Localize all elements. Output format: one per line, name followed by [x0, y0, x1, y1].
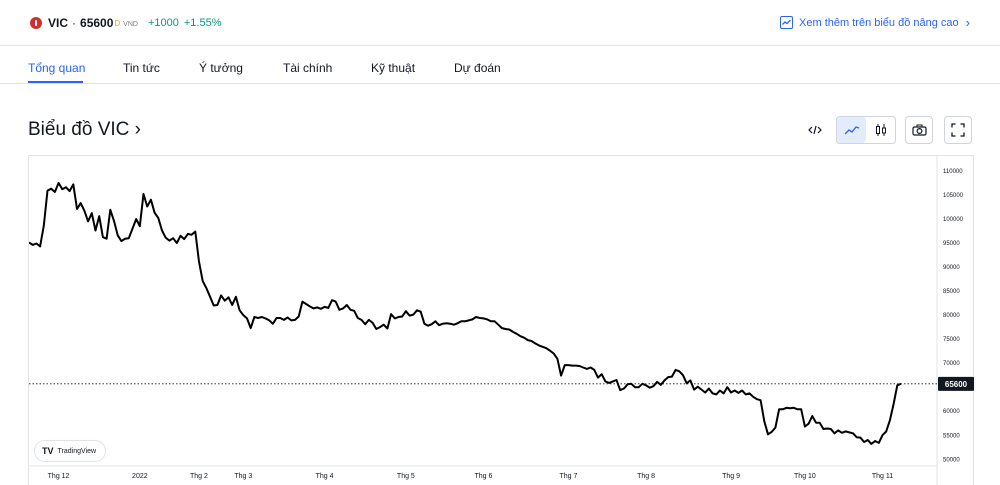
- y-tick-label: 75000: [943, 337, 960, 343]
- y-tick-label: 85000: [943, 289, 960, 295]
- x-tick-label: 2022: [132, 473, 148, 480]
- active-tab-indicator: [28, 81, 83, 83]
- last-price-label: 65600: [945, 380, 968, 389]
- line-chart-icon[interactable]: [837, 117, 866, 143]
- camera-icon[interactable]: [905, 116, 933, 144]
- x-tick-label: Thg 9: [722, 473, 740, 480]
- x-tick-label: Thg 2: [190, 473, 208, 480]
- fullscreen-icon[interactable]: [944, 116, 972, 144]
- chevron-right-icon: ›: [965, 15, 970, 30]
- last-price: 65600: [80, 16, 114, 30]
- x-tick-label: Thg 4: [316, 473, 334, 480]
- tradingview-logo-icon: TV: [42, 446, 54, 456]
- advanced-chart-icon: [780, 16, 794, 29]
- ticker-summary: VIC · 65600 D VND +1000 +1.55%: [30, 16, 221, 30]
- symbol-tabs: Tổng quan Tin tức Ý tưởng Tài chính Kỹ t…: [0, 47, 1000, 84]
- y-tick-label: 50000: [943, 457, 960, 463]
- embed-code-icon[interactable]: [801, 116, 829, 144]
- currency-code: VND: [123, 21, 138, 28]
- x-tick-label: Thg 6: [475, 473, 493, 480]
- candlestick-icon[interactable]: [866, 117, 895, 143]
- price-line-series: [28, 181, 902, 445]
- currency-mark: D: [114, 18, 121, 28]
- symbol-separator: ·: [72, 16, 77, 30]
- x-tick-label: Thg 11: [872, 473, 893, 480]
- price-chart[interactable]: 110000 105000 100000 95000 90000 85000 80000 75…: [28, 155, 974, 485]
- symbol-name[interactable]: VIC: [48, 16, 69, 30]
- tab-technicals[interactable]: Kỹ thuật: [371, 61, 416, 75]
- tab-news[interactable]: Tin tức: [123, 61, 160, 75]
- symbol-header: VIC · 65600 D VND +1000 +1.55% Xem thêm …: [0, 0, 1000, 46]
- advanced-chart-link[interactable]: Xem thêm trên biểu đồ nâng cao ›: [780, 16, 970, 29]
- x-tick-label: Thg 8: [637, 473, 655, 480]
- tradingview-badge-label: TradingView: [57, 447, 97, 455]
- tab-ideas[interactable]: Ý tưởng: [199, 61, 243, 75]
- price-chart-canvas[interactable]: 110000 105000 100000 95000 90000 85000 80000 75…: [28, 156, 975, 485]
- y-tick-label: 110000: [943, 169, 963, 175]
- y-tick-label: 70000: [943, 361, 960, 367]
- tab-forecast[interactable]: Dự đoán: [454, 61, 501, 75]
- y-tick-label: 90000: [943, 265, 960, 271]
- y-tick-label: 60000: [943, 409, 960, 415]
- x-tick-label: Thg 5: [397, 473, 415, 480]
- last-price-label-box: [938, 376, 974, 391]
- tab-financials[interactable]: Tài chính: [283, 61, 333, 75]
- y-tick-label: 105000: [943, 193, 964, 199]
- tab-overview[interactable]: Tổng quan: [28, 61, 86, 75]
- company-logo-icon: [30, 17, 42, 29]
- x-tick-label: Thg 10: [794, 473, 816, 480]
- chart-style-toggle: [836, 116, 896, 144]
- x-tick-label: Thg 7: [560, 473, 578, 480]
- y-tick-label: 95000: [943, 241, 960, 247]
- chart-section-title[interactable]: Biểu đồ VIC ›: [28, 119, 141, 140]
- advanced-chart-link-label: Xem thêm trên biểu đồ nâng cao: [799, 16, 959, 29]
- price-change-percent: +1.55%: [183, 17, 222, 29]
- y-tick-label: 80000: [943, 313, 960, 319]
- y-tick-label: 55000: [943, 433, 960, 439]
- x-tick-label: Thg 3: [234, 473, 252, 480]
- price-change: +1000: [147, 17, 179, 29]
- x-tick-label: Thg 12: [48, 473, 70, 480]
- y-tick-label: 100000: [943, 217, 964, 223]
- tradingview-badge[interactable]: TV TradingView: [34, 440, 106, 462]
